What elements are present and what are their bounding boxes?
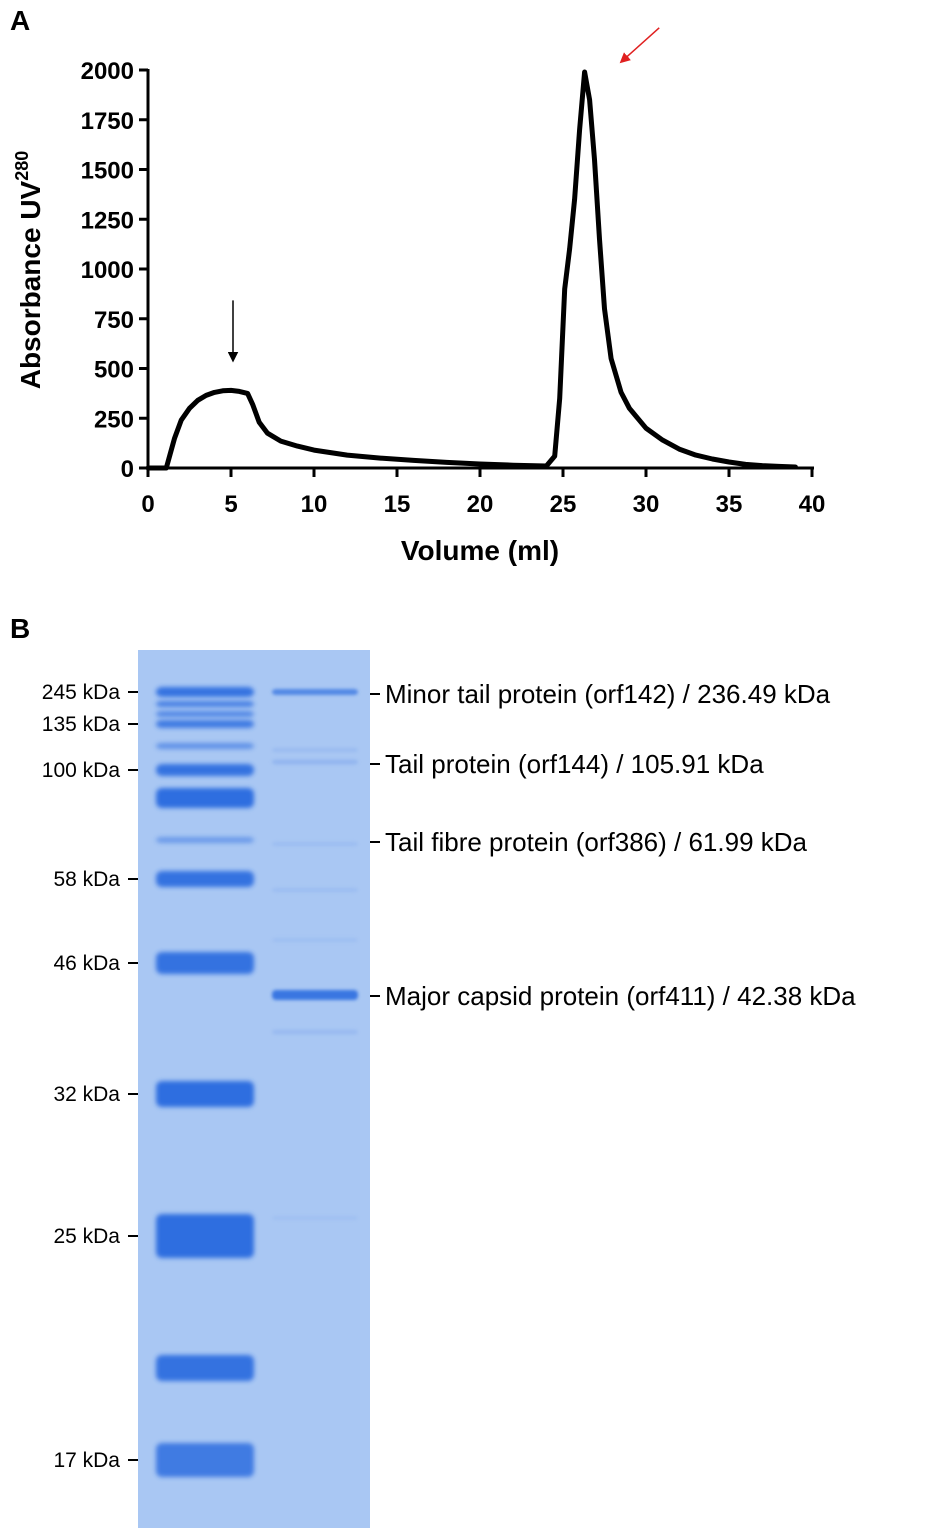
- ladder-band: [156, 871, 254, 887]
- ladder-band: [156, 1081, 254, 1107]
- ladder-labels: 245 kDa 135 kDa 100 kDa 58 kDa 46 kDa 32 kDa 2…: [42, 681, 138, 1472]
- ladder-band: [156, 1214, 254, 1258]
- absorbance-trace: [145, 69, 798, 471]
- sample-band: [272, 1216, 358, 1220]
- y-tick-label: 250: [94, 406, 134, 433]
- sample-band: [272, 990, 358, 1000]
- sample-band: [272, 689, 358, 695]
- x-axis-label: Volume (ml): [401, 535, 559, 566]
- y-tick-label: 750: [94, 307, 134, 334]
- ladder-lane: [156, 687, 254, 1477]
- x-tick-label: 35: [716, 491, 743, 518]
- x-tick-label: 20: [467, 491, 494, 518]
- ladder-band: [156, 952, 254, 974]
- ladder-band: [156, 701, 254, 707]
- x-tick-label: 5: [224, 491, 237, 518]
- sample-band-label: Tail fibre protein (orf386) / 61.99 kDa: [385, 827, 808, 857]
- sample-band-label: Major capsid protein (orf411) / 42.38 kD…: [385, 981, 856, 1011]
- sample-band-label: Tail protein (orf144) / 105.91 kDa: [385, 749, 764, 779]
- y-tick-label: 1500: [81, 158, 134, 185]
- ladder-band: [156, 764, 254, 776]
- y-tick-label: 1250: [81, 207, 134, 234]
- peak-arrows: [227, 27, 660, 363]
- y-axis-ticks: 0 250 500 750 1000 1250 1500 1750 2000: [81, 58, 148, 483]
- sample-lane: [272, 689, 358, 1220]
- ladder-band: [156, 837, 254, 843]
- ladder-label: 46 kDa: [53, 952, 120, 975]
- y-axis-label-superscript: 280: [12, 151, 32, 181]
- ladder-band: [156, 711, 254, 717]
- y-tick-label: 2000: [81, 58, 134, 85]
- sample-band: [272, 938, 358, 942]
- sample-band: [272, 748, 358, 752]
- ladder-band: [156, 720, 254, 728]
- ladder-band: [156, 788, 254, 808]
- sample-band: [272, 842, 358, 846]
- ladder-label: 245 kDa: [42, 681, 121, 704]
- ladder-label: 100 kDa: [42, 759, 121, 782]
- y-tick-label: 1000: [81, 257, 134, 284]
- x-tick-label: 15: [384, 491, 411, 518]
- y-axis-label: Absorbance UV280: [12, 151, 46, 390]
- x-tick-label: 10: [301, 491, 328, 518]
- sample-band-label: Minor tail protein (orf142) / 236.49 kDa: [385, 679, 831, 709]
- sample-band: [272, 888, 358, 892]
- ladder-label: 17 kDa: [53, 1449, 120, 1472]
- main-peak-arrow: [619, 27, 660, 64]
- y-tick-label: 500: [94, 357, 134, 384]
- ladder-label: 58 kDa: [53, 868, 120, 891]
- ladder-band: [156, 687, 254, 697]
- sample-band-labels: Minor tail protein (orf142) / 236.49 kDa…: [370, 679, 856, 1011]
- ladder-label: 32 kDa: [53, 1083, 120, 1106]
- sample-band: [272, 1029, 358, 1035]
- ladder-band: [156, 1355, 254, 1381]
- chart-axes: [146, 69, 814, 470]
- chromatogram-chart: A 0 5 10 15 20 25 30 35 40 0 250 500 750 1000 1250 150…: [10, 5, 825, 566]
- x-axis-ticks: 0 5 10 15 20 25 30 35 40: [141, 468, 825, 518]
- ladder-band: [156, 743, 254, 749]
- sample-band: [272, 759, 358, 765]
- y-axis-label-text: Absorbance UV: [15, 180, 46, 389]
- y-tick-label: 1750: [81, 108, 134, 135]
- ladder-label: 135 kDa: [42, 713, 121, 736]
- panel-a-label: A: [10, 5, 30, 36]
- x-tick-label: 30: [633, 491, 660, 518]
- y-tick-label: 0: [121, 456, 134, 483]
- panel-b-label: B: [10, 613, 30, 644]
- sds-page-gel-figure: B 245 kDa 135 kDa 100 kDa 58 kDa 46 kDa 32 kD…: [10, 613, 856, 1528]
- ladder-label: 25 kDa: [53, 1225, 120, 1248]
- x-tick-label: 0: [141, 491, 154, 518]
- x-tick-label: 40: [799, 491, 826, 518]
- ladder-band: [156, 1443, 254, 1477]
- x-tick-label: 25: [550, 491, 577, 518]
